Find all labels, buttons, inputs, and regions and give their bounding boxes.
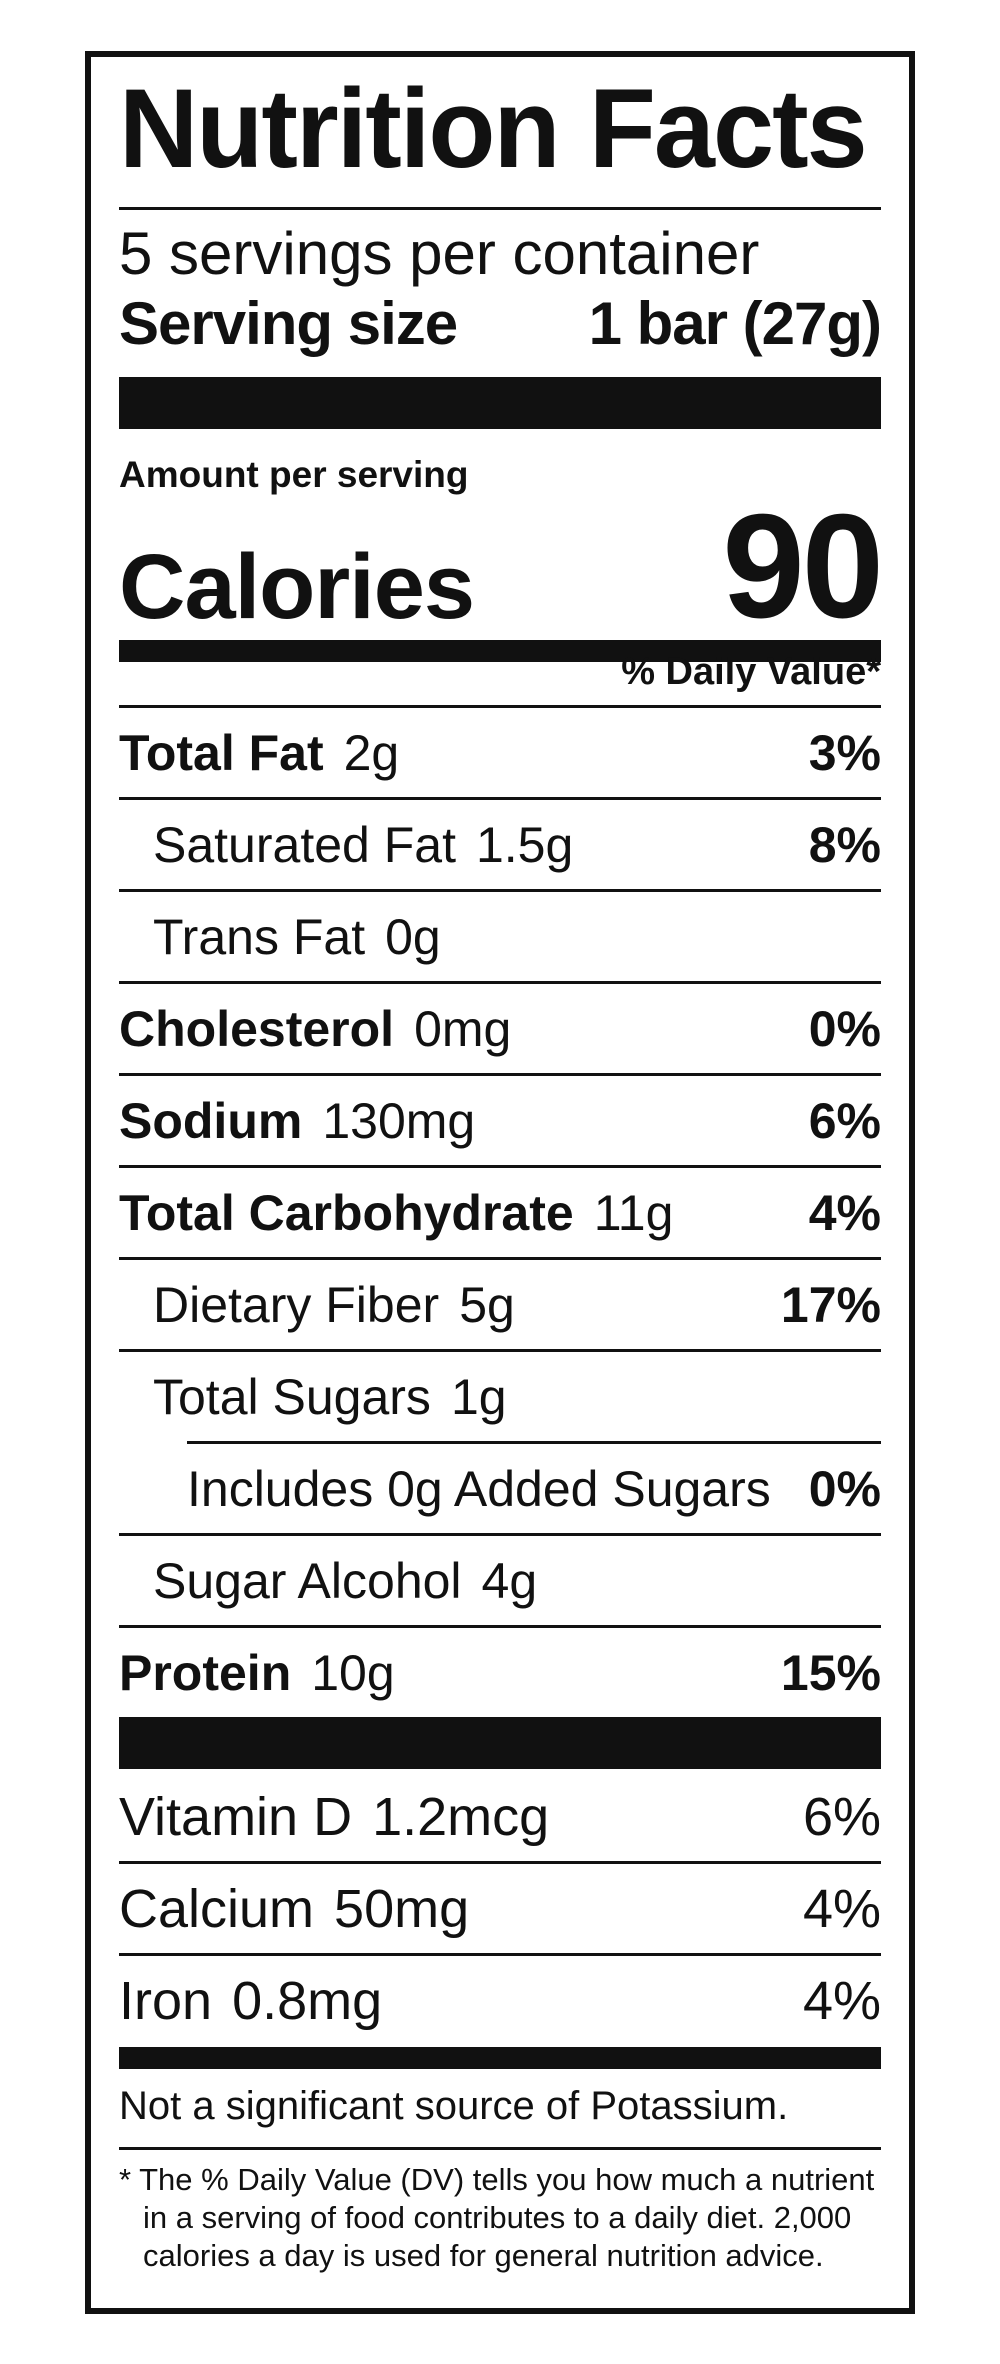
calories-row: Calories 90 — [119, 484, 884, 649]
nutrient-daily-value: 0% — [808, 1461, 881, 1517]
nutrient-name: Protein — [119, 1645, 292, 1701]
vitamin-amount: 1.2mcg — [372, 1787, 550, 1847]
nutrient-row-total-sugars: Total Sugars 1g — [119, 1353, 881, 1441]
nutrient-row-total-carbohydrate: Total Carbohydrate 11g 4% — [119, 1169, 881, 1257]
title-nutrition: Nutrition — [119, 66, 561, 191]
calories-label: Calories — [119, 536, 475, 638]
nutrient-amount: 0g — [385, 909, 441, 965]
divider — [119, 1953, 881, 1956]
vitamin-daily-value: 4% — [802, 1971, 881, 2031]
nutrient-name: Trans Fat — [153, 909, 366, 965]
nutrient-row-sugar-alcohol: Sugar Alcohol 4g — [119, 1537, 881, 1625]
nutrient-name: Total Fat — [119, 725, 324, 781]
vitamin-row-calcium: Calcium 50mg 4% — [119, 1865, 881, 1953]
serving-size-value: 1 bar (27g) — [588, 290, 882, 357]
nutrient-daily-value: 0% — [808, 1001, 881, 1057]
nutrient-row-cholesterol: Cholesterol 0mg 0% — [119, 985, 881, 1073]
nutrient-row-sodium: Sodium 130mg 6% — [119, 1077, 881, 1165]
nutrient-row-added-sugars: Includes 0g Added Sugars 0% — [119, 1445, 881, 1533]
nutrient-row-dietary-fiber: Dietary Fiber 5g 17% — [119, 1261, 881, 1349]
nutrient-daily-value: 15% — [780, 1645, 881, 1701]
nutrient-row-protein: Protein 10g 15% — [119, 1629, 881, 1717]
nutrient-amount: 5g — [459, 1277, 515, 1333]
nutrient-daily-value: 3% — [808, 725, 881, 781]
medium-divider — [119, 2047, 881, 2069]
nutrient-name: Sodium — [119, 1093, 303, 1149]
divider — [119, 1257, 881, 1260]
divider — [119, 797, 881, 800]
servings-per-container: 5 servings per container — [119, 220, 760, 287]
vitamin-daily-value: 4% — [802, 1879, 881, 1939]
nutrient-daily-value: 6% — [808, 1093, 881, 1149]
thick-divider — [119, 1717, 881, 1769]
divider — [119, 1625, 881, 1628]
nutrient-name: Dietary Fiber — [153, 1277, 440, 1333]
title-facts: Facts — [588, 66, 868, 191]
serving-size-label: Serving size — [119, 290, 458, 357]
nutrient-name: Cholesterol — [119, 1001, 395, 1057]
nutrient-name: Sugar Alcohol — [153, 1553, 462, 1609]
label-title: Nutrition Facts — [119, 66, 868, 191]
vitamin-amount: 50mg — [334, 1879, 470, 1939]
nutrient-amount: 2g — [343, 725, 400, 781]
amount-per-serving: Amount per serving — [119, 454, 469, 495]
nutrient-daily-value: 17% — [780, 1277, 881, 1333]
divider — [187, 1441, 881, 1444]
nutrient-name: Total Carbohydrate — [119, 1185, 574, 1241]
divider — [119, 1073, 881, 1076]
divider — [119, 1349, 881, 1352]
nutrient-row-saturated-fat: Saturated Fat 1.5g 8% — [119, 801, 881, 889]
divider — [119, 1165, 881, 1168]
vitamin-row-iron: Iron 0.8mg 4% — [119, 1957, 881, 2045]
serving-size-row: Serving size 1 bar (27g) — [119, 289, 882, 359]
nutrient-amount: 1.5g — [475, 817, 574, 873]
nutrient-name: Saturated Fat — [153, 817, 456, 873]
nutrient-name: Total Sugars — [153, 1369, 431, 1425]
nutrient-amount: 1g — [450, 1369, 507, 1425]
vitamin-row-vitamin-d: Vitamin D 1.2mcg 6% — [119, 1773, 881, 1861]
daily-value-footnote: * The % Daily Value (DV) tells you how m… — [119, 2162, 875, 2273]
nutrient-daily-value: 4% — [808, 1185, 881, 1241]
thick-divider — [119, 377, 881, 429]
vitamin-name: Iron — [119, 1971, 213, 2031]
daily-value-header: % Daily Value* — [621, 651, 881, 693]
nutrient-row-total-fat: Total Fat 2g 3% — [119, 709, 881, 797]
nutrient-amount: 11g — [593, 1185, 674, 1241]
divider — [119, 1861, 881, 1864]
nutrient-name: Includes 0g Added Sugars — [187, 1461, 771, 1517]
divider — [119, 207, 881, 210]
vitamin-name: Calcium — [119, 1879, 315, 1939]
potassium-note: Not a significant source of Potassium. — [119, 2084, 789, 2128]
nutrient-daily-value: 8% — [808, 817, 881, 873]
nutrient-amount: 4g — [481, 1553, 538, 1609]
divider — [119, 981, 881, 984]
vitamin-name: Vitamin D — [119, 1787, 353, 1847]
nutrient-amount: 130mg — [322, 1093, 476, 1149]
divider — [119, 889, 881, 892]
vitamin-amount: 0.8mg — [232, 1971, 383, 2031]
divider — [119, 2147, 881, 2150]
vitamin-daily-value: 6% — [802, 1787, 881, 1847]
nutrition-facts-label: Nutrition Facts 5 servings per container… — [85, 51, 915, 2314]
nutrient-row-trans-fat: Trans Fat 0g — [119, 893, 881, 981]
nutrient-amount: 0mg — [414, 1001, 512, 1057]
divider — [119, 1533, 881, 1536]
divider — [119, 705, 881, 708]
medium-divider — [119, 640, 881, 662]
nutrient-amount: 10g — [311, 1645, 395, 1701]
calories-value: 90 — [722, 484, 884, 649]
